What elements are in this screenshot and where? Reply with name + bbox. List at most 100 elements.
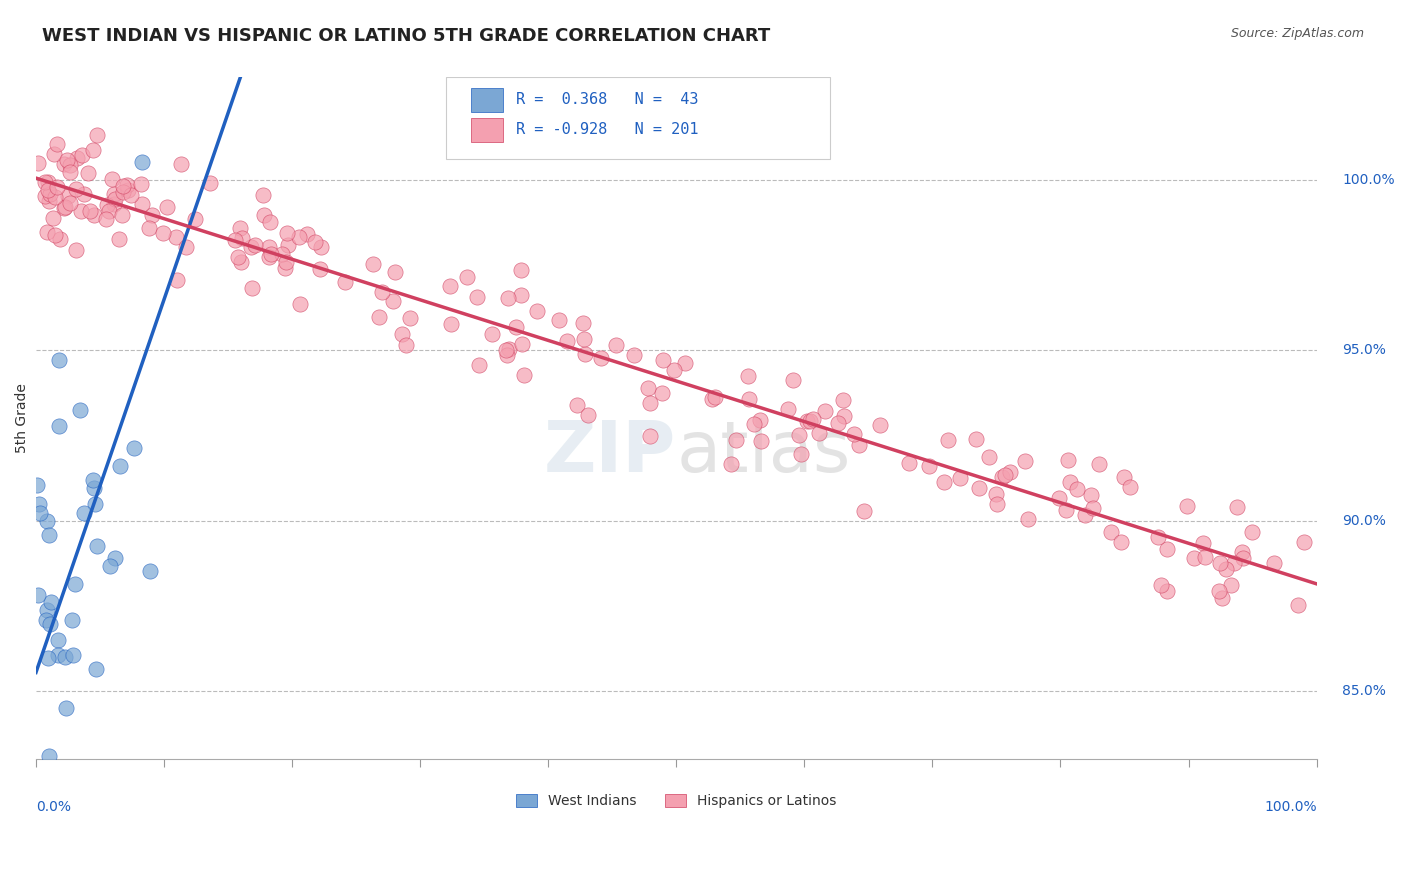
Point [141, 208, 163, 222]
Text: 100.0%: 100.0% [1264, 800, 1316, 814]
Point [96, 198, 118, 212]
Point [37, 651, 59, 665]
Point [129, 178, 152, 192]
Point [35, 603, 58, 617]
Point [131, 155, 153, 169]
Point [259, 250, 281, 264]
Point [1230, 545, 1253, 559]
Point [56, 188, 79, 202]
Point [226, 250, 249, 264]
Point [153, 37, 176, 51]
Point [572, 316, 595, 330]
Point [1074, 508, 1097, 522]
Point [335, 275, 357, 289]
Point [70, 761, 93, 775]
Point [1184, 550, 1206, 565]
Point [257, 240, 280, 254]
Point [465, 290, 488, 304]
Point [98, 559, 121, 574]
Point [44, 190, 66, 204]
Point [391, 327, 413, 342]
Text: atlas: atlas [676, 418, 851, 487]
Legend: West Indians, Hispanics or Latinos: West Indians, Hispanics or Latinos [510, 789, 842, 814]
Point [1286, 599, 1309, 613]
Point [42, 211, 65, 226]
Point [637, 381, 659, 395]
Point [309, 239, 332, 253]
Point [184, 211, 207, 226]
Text: R =  0.368   N =  43: R = 0.368 N = 43 [516, 92, 699, 107]
Point [737, 368, 759, 383]
Point [547, 313, 569, 327]
Point [165, 230, 187, 244]
Point [274, 254, 297, 268]
Point [1208, 584, 1230, 599]
Point [984, 487, 1007, 501]
Point [35, 514, 58, 528]
Point [638, 429, 661, 443]
Text: ZIP: ZIP [544, 418, 676, 487]
Point [439, 279, 461, 293]
Point [801, 412, 824, 426]
Point [827, 416, 849, 430]
Point [1109, 534, 1132, 549]
Point [1114, 469, 1136, 483]
Point [1066, 482, 1088, 496]
Point [1147, 530, 1170, 544]
Point [103, 197, 125, 211]
Point [252, 187, 274, 202]
Point [509, 288, 531, 302]
Point [240, 239, 263, 253]
Point [59, 195, 82, 210]
Point [110, 458, 132, 473]
Point [124, 441, 146, 455]
Point [852, 504, 875, 518]
Point [170, 157, 193, 171]
Point [796, 413, 818, 427]
Point [48, 353, 70, 368]
Point [138, 221, 160, 235]
Point [776, 401, 799, 416]
Point [498, 342, 520, 356]
Point [39, 186, 62, 201]
Point [115, 178, 138, 192]
Point [49, 232, 72, 246]
Point [259, 215, 281, 229]
Point [117, 184, 139, 198]
Point [59, 165, 82, 179]
Point [38, 749, 60, 764]
Point [111, 208, 134, 222]
Point [496, 291, 519, 305]
Point [398, 310, 420, 325]
Point [104, 192, 127, 206]
Point [1294, 535, 1316, 549]
Text: 85.0%: 85.0% [1343, 684, 1386, 698]
Point [481, 326, 503, 341]
Point [1191, 536, 1213, 550]
Point [1215, 562, 1237, 576]
Point [53, 157, 76, 171]
Point [28, 769, 51, 783]
Point [990, 470, 1012, 484]
Point [382, 294, 405, 309]
Point [79, 204, 101, 219]
Point [704, 390, 727, 404]
Point [39, 616, 62, 631]
Point [46, 648, 69, 663]
Point [297, 227, 319, 241]
Point [231, 231, 253, 245]
Point [1177, 500, 1199, 514]
Text: 90.0%: 90.0% [1343, 514, 1386, 528]
Point [1232, 550, 1254, 565]
Point [949, 471, 972, 485]
Point [111, 179, 134, 194]
Point [1209, 557, 1232, 571]
Point [526, 304, 548, 318]
Point [243, 238, 266, 252]
Point [605, 337, 627, 351]
Point [28, 497, 51, 511]
Point [288, 230, 311, 244]
Point [567, 398, 589, 412]
Point [271, 247, 294, 261]
Point [1211, 591, 1233, 605]
